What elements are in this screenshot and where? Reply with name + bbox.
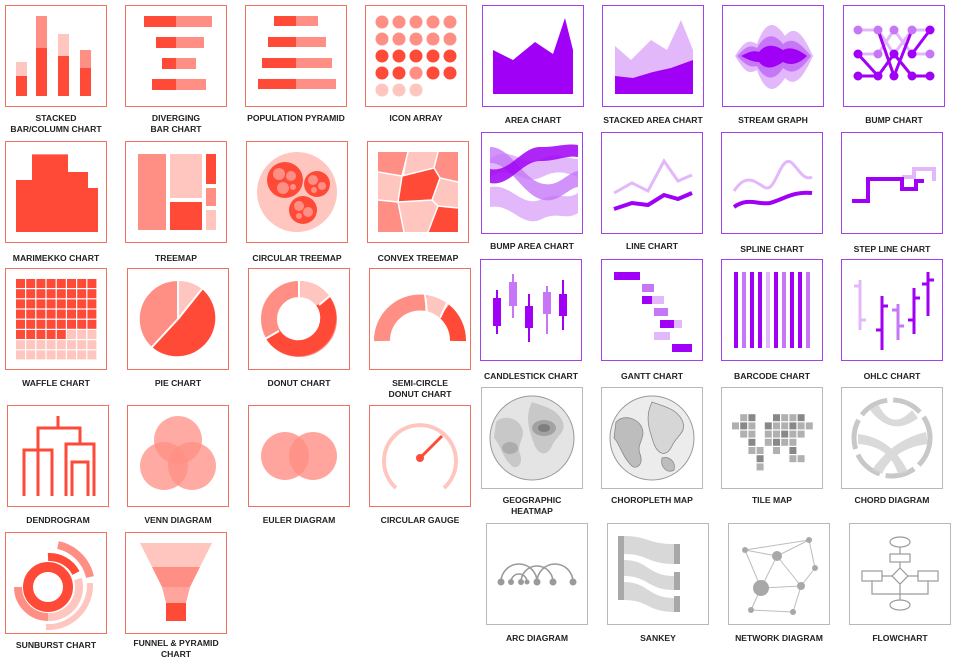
tile-label: AREA CHART	[504, 115, 562, 125]
bump-area-icon	[481, 132, 583, 234]
convex-treemap-icon	[367, 141, 469, 243]
tile-label: TILE MAP	[751, 495, 793, 505]
bump-chart-icon	[843, 5, 945, 107]
choropleth-map-icon	[601, 387, 703, 489]
tile-label: GEOGRAPHIC HEATMAP	[502, 495, 562, 516]
pie-chart-icon	[127, 268, 229, 370]
tile-label: CHORD DIAGRAM	[854, 495, 930, 505]
arc-diagram-icon	[486, 523, 588, 625]
gantt-icon	[601, 259, 703, 361]
tile-label: ICON ARRAY	[389, 113, 443, 123]
tile-label: DENDROGRAM	[26, 515, 90, 525]
network-diagram-icon	[728, 523, 830, 625]
tile-label: CIRCULAR TREEMAP	[252, 253, 342, 263]
tile-label: WAFFLE CHART	[22, 378, 90, 388]
tile-label: VENN DIAGRAM	[144, 515, 212, 525]
stream-graph-icon	[722, 5, 824, 107]
treemap-icon	[125, 141, 227, 243]
tile-label: SANKEY	[640, 633, 676, 643]
tile-label: NETWORK DIAGRAM	[735, 633, 823, 643]
barcode-icon	[721, 259, 823, 361]
sankey-icon	[607, 523, 709, 625]
donut-chart-icon	[248, 268, 350, 370]
line-chart-icon	[601, 132, 703, 234]
tile-label: LINE CHART	[625, 241, 679, 251]
tile-label: ARC DIAGRAM	[505, 633, 569, 643]
tile-label: DIVERGING BAR CHART	[150, 113, 202, 134]
geographic-heatmap-icon	[481, 387, 583, 489]
tile-label: SUNBURST CHART	[15, 640, 97, 650]
tile-label: CONVEX TREEMAP	[377, 253, 459, 263]
ohlc-icon	[841, 259, 943, 361]
population-pyramid-icon	[245, 5, 347, 107]
venn-icon	[127, 405, 229, 507]
tile-label: OHLC CHART	[863, 371, 921, 381]
flowchart-icon	[849, 523, 951, 625]
tile-label: FUNNEL & PYRAMID CHART	[133, 638, 219, 659]
tile-label: PIE CHART	[154, 378, 202, 388]
tile-label: BUMP AREA CHART	[490, 241, 574, 251]
diverging-bar-icon	[125, 5, 227, 107]
tile-label: CHOROPLETH MAP	[611, 495, 693, 505]
tile-label: STACKED AREA CHART	[603, 115, 703, 125]
circular-treemap-icon	[246, 141, 348, 243]
candlestick-icon	[480, 259, 582, 361]
sunburst-icon	[5, 532, 107, 634]
spline-chart-icon	[721, 132, 823, 234]
tile-label: GANTT CHART	[620, 371, 684, 381]
tile-label: SEMI-CIRCLE DONUT CHART	[388, 378, 452, 399]
tile-label: CANDLESTICK CHART	[483, 371, 579, 381]
tile-label: BUMP CHART	[865, 115, 923, 125]
tile-label: BARCODE CHART	[734, 371, 810, 381]
area-chart-icon	[482, 5, 584, 107]
step-line-icon	[841, 132, 943, 234]
dendrogram-icon	[7, 405, 109, 507]
tile-label: SPLINE CHART	[740, 244, 804, 254]
tile-label: MARIMEKKO CHART	[12, 253, 100, 263]
tile-map-icon	[721, 387, 823, 489]
euler-icon	[248, 405, 350, 507]
gauge-icon	[369, 405, 471, 507]
tile-label: FLOWCHART	[872, 633, 928, 643]
tile-label: STACKED BAR/COLUMN CHART	[10, 113, 102, 134]
tile-label: POPULATION PYRAMID	[247, 113, 345, 123]
chord-diagram-icon	[841, 387, 943, 489]
funnel-icon	[125, 532, 227, 634]
waffle-icon	[5, 268, 107, 370]
stacked-area-icon	[602, 5, 704, 107]
tile-label: DONUT CHART	[267, 378, 331, 388]
tile-label: STEP LINE CHART	[853, 244, 931, 254]
marimekko-icon	[5, 141, 107, 243]
tile-label: TREEMAP	[154, 253, 198, 263]
tile-label: STREAM GRAPH	[738, 115, 808, 125]
icon-array-icon	[365, 5, 467, 107]
semi-donut-icon	[369, 268, 471, 370]
tile-label: EULER DIAGRAM	[262, 515, 336, 525]
stacked-bar-icon	[5, 5, 107, 107]
tile-label: CIRCULAR GAUGE	[380, 515, 460, 525]
